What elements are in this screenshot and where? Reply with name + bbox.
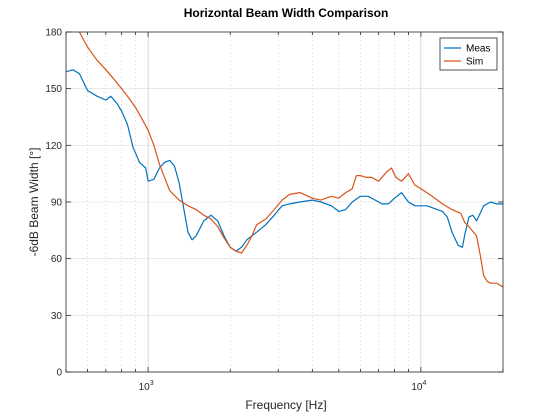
x-axis-label: Frequency [Hz] — [245, 398, 326, 412]
x-tick-label: 103 — [139, 380, 154, 393]
y-tick-label: 0 — [56, 368, 62, 379]
tick-marks: 0 30 60 90 120 150 180 103 104 — [45, 28, 504, 393]
legend-label-meas: Meas — [466, 44, 490, 55]
legend-box — [439, 37, 498, 71]
y-tick-label: 180 — [45, 28, 62, 39]
series-line-sim — [78, 32, 503, 288]
chart-title: Horizontal Beam Width Comparison — [184, 6, 389, 20]
y-tick-label: 150 — [45, 84, 62, 95]
legend-label-sim: Sim — [466, 57, 483, 68]
y-tick-label: 90 — [51, 198, 63, 209]
series-line-meas — [66, 69, 503, 252]
legend: Meas Sim — [439, 37, 498, 71]
series-lines — [66, 32, 503, 288]
y-tick-label: 60 — [51, 254, 63, 265]
x-tick-label: 104 — [411, 380, 426, 393]
y-axis-label: -6dB Beam Width [°] — [27, 148, 41, 257]
y-tick-label: 30 — [51, 311, 63, 322]
y-tick-label: 120 — [45, 141, 62, 152]
